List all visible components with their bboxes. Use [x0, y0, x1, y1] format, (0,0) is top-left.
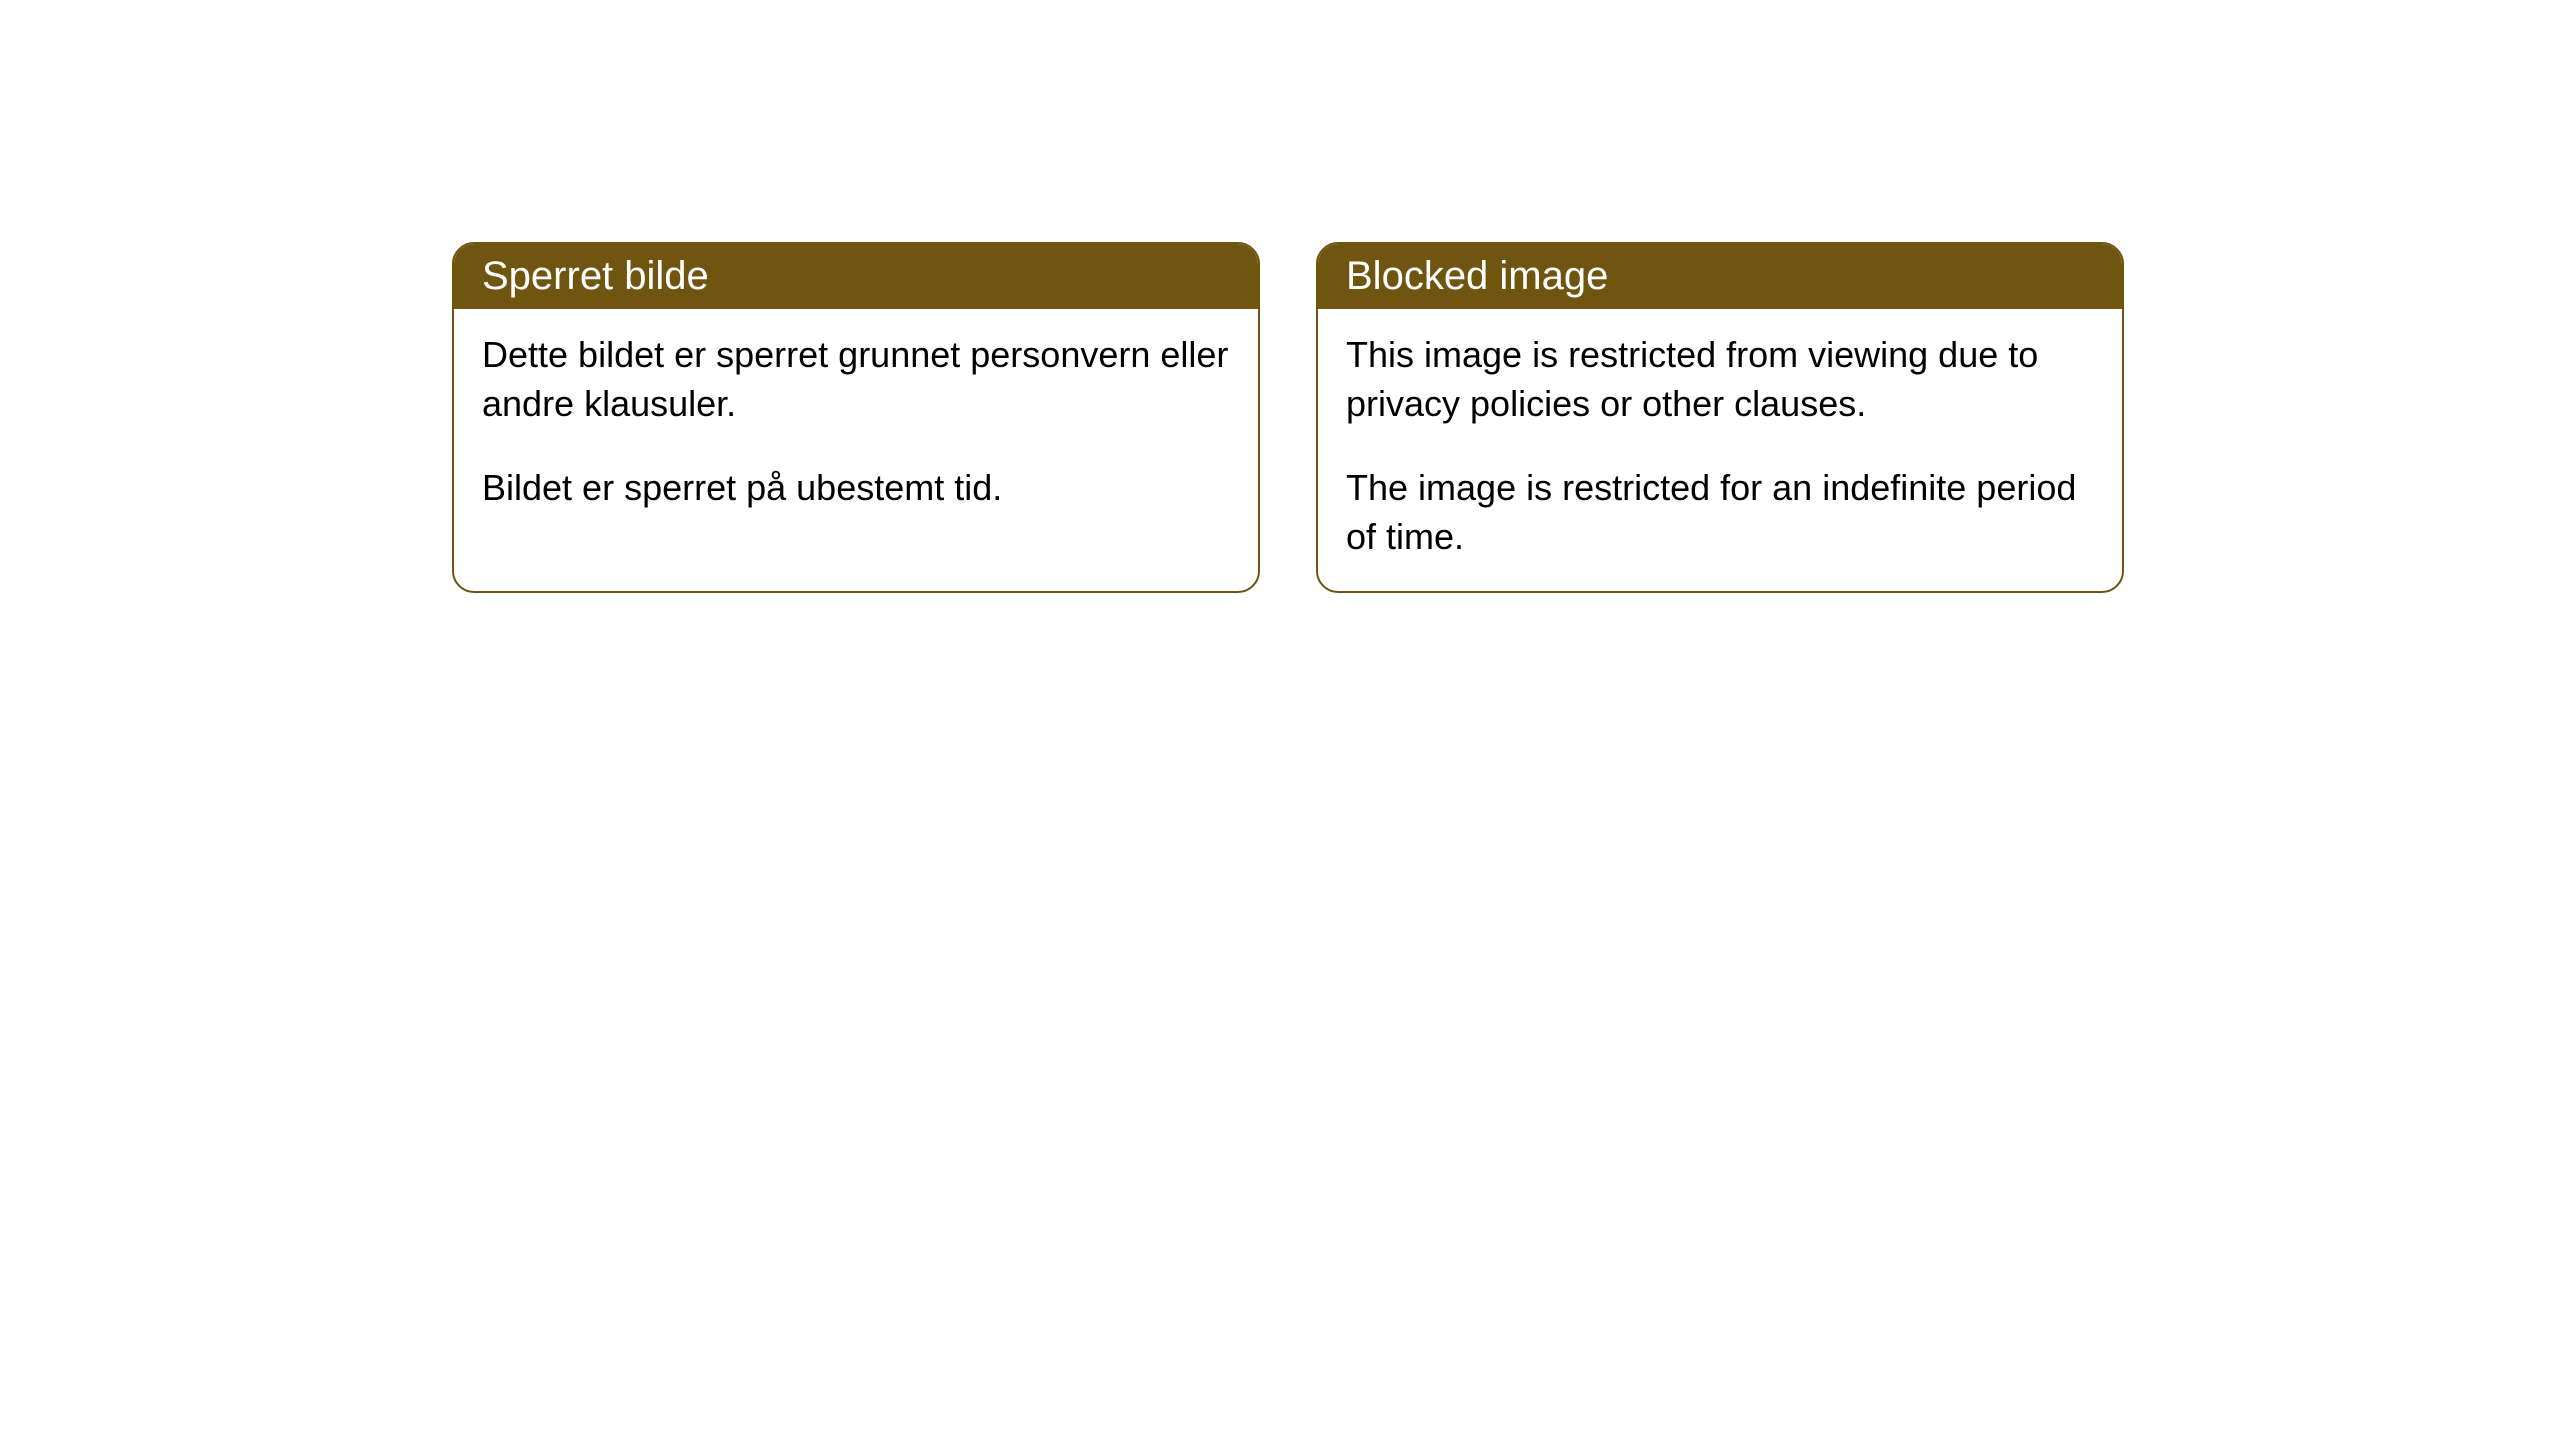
- card-header: Sperret bilde: [454, 244, 1258, 309]
- card-body: This image is restricted from viewing du…: [1318, 309, 2122, 591]
- card-paragraph-1: This image is restricted from viewing du…: [1346, 331, 2094, 428]
- card-header: Blocked image: [1318, 244, 2122, 309]
- cards-container: Sperret bilde Dette bildet er sperret gr…: [0, 0, 2560, 593]
- blocked-image-card-no: Sperret bilde Dette bildet er sperret gr…: [452, 242, 1260, 593]
- card-paragraph-1: Dette bildet er sperret grunnet personve…: [482, 331, 1230, 428]
- card-paragraph-2: Bildet er sperret på ubestemt tid.: [482, 464, 1230, 513]
- card-paragraph-2: The image is restricted for an indefinit…: [1346, 464, 2094, 561]
- card-body: Dette bildet er sperret grunnet personve…: [454, 309, 1258, 543]
- blocked-image-card-en: Blocked image This image is restricted f…: [1316, 242, 2124, 593]
